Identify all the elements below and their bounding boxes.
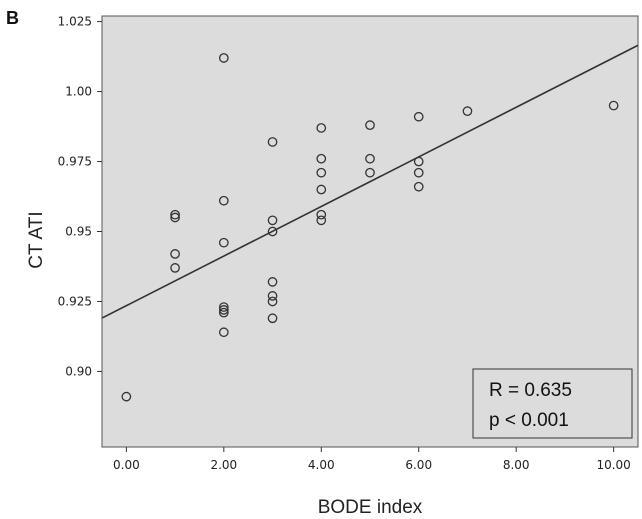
data-point <box>170 212 180 223</box>
y-tick-label: 1.00 <box>65 85 92 99</box>
data-point <box>413 156 424 167</box>
x-tick-label: 6.00 <box>405 458 432 472</box>
y-tick-label: 0.975 <box>58 155 92 169</box>
regression-line-layer <box>101 44 639 319</box>
stats-p-value: p < 0.001 <box>489 410 569 431</box>
y-axis-title: CT ATI <box>26 211 47 268</box>
y-axis-ticks: 0.90 0.925 0.95 0.975 1.00 1.025 <box>58 15 102 378</box>
data-point <box>218 307 229 318</box>
data-point <box>413 111 424 122</box>
data-point <box>267 226 278 237</box>
data-point <box>267 296 278 307</box>
regression-line <box>101 44 639 319</box>
data-point <box>218 302 229 312</box>
x-axis-title: BODE index <box>318 497 423 518</box>
data-point <box>267 277 278 287</box>
x-tick-label: 4.00 <box>308 458 335 472</box>
x-tick-label: 2.00 <box>210 458 237 472</box>
stats-box: R = 0.635 p < 0.001 <box>472 368 633 439</box>
data-point <box>170 263 180 273</box>
data-points-layer <box>121 53 619 402</box>
data-point <box>608 100 619 111</box>
data-point <box>267 291 278 301</box>
stats-r-value: R = 0.635 <box>489 380 572 401</box>
data-point <box>218 53 229 63</box>
data-point <box>218 327 229 338</box>
data-point <box>462 106 473 117</box>
data-point <box>413 181 424 192</box>
data-point <box>218 237 229 248</box>
x-tick-label: 0.00 <box>113 458 140 472</box>
x-axis-ticks: 0.00 2.00 4.00 6.00 8.00 10.00 <box>113 447 631 472</box>
x-tick-label: 8.00 <box>503 458 530 472</box>
data-point <box>267 137 278 147</box>
data-point <box>267 313 278 324</box>
data-point <box>365 120 375 130</box>
panel-letter: B <box>6 8 19 28</box>
data-point <box>316 153 327 164</box>
data-point <box>121 391 132 402</box>
data-point <box>365 167 375 178</box>
y-tick-label: 1.025 <box>58 15 92 29</box>
y-tick-label: 0.95 <box>65 225 92 239</box>
y-tick-label: 0.925 <box>58 294 92 308</box>
data-point <box>267 215 278 226</box>
data-point <box>218 305 229 315</box>
data-point <box>170 209 180 220</box>
data-point <box>316 167 327 178</box>
y-tick-label: 0.90 <box>65 364 92 378</box>
data-point <box>218 195 229 206</box>
x-tick-label: 10.00 <box>596 458 630 472</box>
data-point <box>316 123 327 133</box>
data-point <box>316 215 327 226</box>
stats-box-frame <box>472 368 633 439</box>
data-point <box>413 167 424 178</box>
data-point <box>316 184 327 195</box>
data-point <box>365 153 375 164</box>
data-point <box>316 209 327 220</box>
data-point <box>170 249 180 259</box>
